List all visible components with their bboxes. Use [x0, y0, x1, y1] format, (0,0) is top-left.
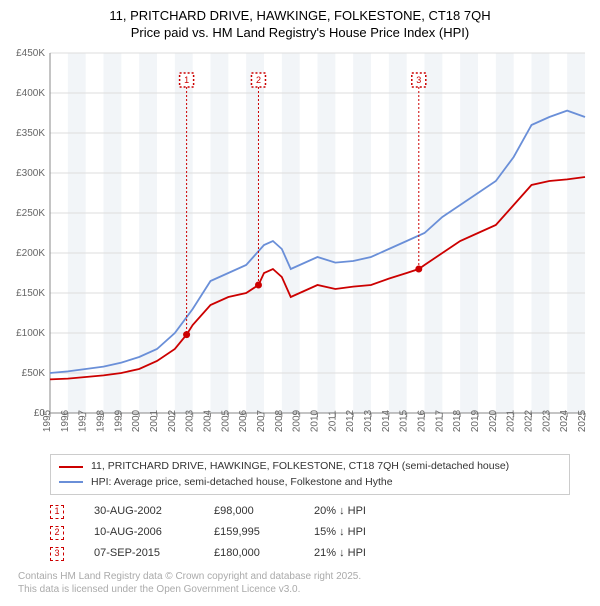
svg-text:£50K: £50K [22, 368, 46, 379]
svg-text:2011: 2011 [327, 410, 338, 432]
svg-text:2015: 2015 [399, 409, 410, 432]
sales-marker: 1 [50, 505, 64, 519]
svg-text:2010: 2010 [310, 409, 321, 432]
svg-text:2014: 2014 [381, 409, 392, 432]
svg-text:1995: 1995 [42, 409, 53, 432]
svg-text:£250K: £250K [16, 208, 45, 219]
svg-text:1998: 1998 [96, 409, 107, 432]
svg-text:2008: 2008 [274, 409, 285, 432]
svg-text:£300K: £300K [16, 168, 45, 179]
legend-label-property: 11, PRITCHARD DRIVE, HAWKINGE, FOLKESTON… [91, 459, 509, 475]
sales-price: £159,995 [214, 522, 284, 543]
svg-text:2001: 2001 [149, 409, 160, 432]
svg-text:£200K: £200K [16, 248, 45, 259]
svg-text:2024: 2024 [559, 409, 570, 432]
legend-swatch-hpi [59, 481, 83, 483]
svg-text:2022: 2022 [524, 409, 535, 432]
footer-line-1: Contains HM Land Registry data © Crown c… [18, 570, 590, 583]
svg-text:2025: 2025 [577, 409, 588, 432]
chart-container: 11, PRITCHARD DRIVE, HAWKINGE, FOLKESTON… [0, 0, 600, 606]
svg-text:2017: 2017 [434, 409, 445, 432]
sales-table: 1 30-AUG-2002 £98,000 20% ↓ HPI 2 10-AUG-2006… [50, 501, 590, 564]
svg-text:£400K: £400K [16, 88, 45, 99]
svg-text:2023: 2023 [541, 409, 552, 432]
svg-text:2019: 2019 [470, 409, 481, 432]
legend-item-property: 11, PRITCHARD DRIVE, HAWKINGE, FOLKESTON… [59, 459, 561, 475]
title-line-2: Price paid vs. HM Land Registry's House … [10, 25, 590, 42]
svg-text:£100K: £100K [16, 328, 45, 339]
sales-delta: 15% ↓ HPI [314, 522, 404, 543]
title-line-1: 11, PRITCHARD DRIVE, HAWKINGE, FOLKESTON… [10, 8, 590, 25]
svg-text:£150K: £150K [16, 288, 45, 299]
svg-text:2020: 2020 [488, 409, 499, 432]
chart-titles: 11, PRITCHARD DRIVE, HAWKINGE, FOLKESTON… [10, 8, 590, 42]
sales-price: £180,000 [214, 543, 284, 564]
svg-text:2016: 2016 [417, 409, 428, 432]
svg-text:1999: 1999 [113, 409, 124, 432]
svg-text:2003: 2003 [185, 409, 196, 432]
sales-row: 1 30-AUG-2002 £98,000 20% ↓ HPI [50, 501, 590, 522]
svg-text:2002: 2002 [167, 409, 178, 432]
svg-text:2018: 2018 [452, 409, 463, 432]
chart-svg: £0£50K£100K£150K£200K£250K£300K£350K£400… [10, 48, 590, 448]
svg-text:3: 3 [416, 75, 421, 85]
footer-line-2: This data is licensed under the Open Gov… [18, 583, 590, 596]
sales-date: 07-SEP-2015 [94, 543, 184, 564]
footer: Contains HM Land Registry data © Crown c… [18, 570, 590, 596]
svg-text:2007: 2007 [256, 409, 267, 432]
svg-text:2: 2 [256, 75, 261, 85]
legend: 11, PRITCHARD DRIVE, HAWKINGE, FOLKESTON… [50, 454, 570, 496]
legend-item-hpi: HPI: Average price, semi-detached house,… [59, 475, 561, 491]
sales-marker: 2 [50, 526, 64, 540]
svg-text:£350K: £350K [16, 128, 45, 139]
svg-text:1996: 1996 [60, 409, 71, 432]
svg-text:2012: 2012 [345, 409, 356, 432]
legend-swatch-property [59, 466, 83, 468]
sales-delta: 20% ↓ HPI [314, 501, 404, 522]
sales-date: 10-AUG-2006 [94, 522, 184, 543]
svg-text:2005: 2005 [220, 409, 231, 432]
svg-text:2004: 2004 [203, 409, 214, 432]
svg-text:2000: 2000 [131, 409, 142, 432]
sales-row: 2 10-AUG-2006 £159,995 15% ↓ HPI [50, 522, 590, 543]
svg-text:2006: 2006 [238, 409, 249, 432]
svg-text:2021: 2021 [506, 409, 517, 432]
svg-text:2013: 2013 [363, 409, 374, 432]
svg-text:£450K: £450K [16, 48, 45, 59]
plot-area: £0£50K£100K£150K£200K£250K£300K£350K£400… [10, 48, 590, 448]
sales-row: 3 07-SEP-2015 £180,000 21% ↓ HPI [50, 543, 590, 564]
sales-marker: 3 [50, 547, 64, 561]
svg-text:1: 1 [184, 75, 189, 85]
sales-delta: 21% ↓ HPI [314, 543, 404, 564]
svg-text:1997: 1997 [78, 409, 89, 432]
legend-label-hpi: HPI: Average price, semi-detached house,… [91, 475, 393, 491]
sales-price: £98,000 [214, 501, 284, 522]
svg-text:2009: 2009 [292, 409, 303, 432]
sales-date: 30-AUG-2002 [94, 501, 184, 522]
